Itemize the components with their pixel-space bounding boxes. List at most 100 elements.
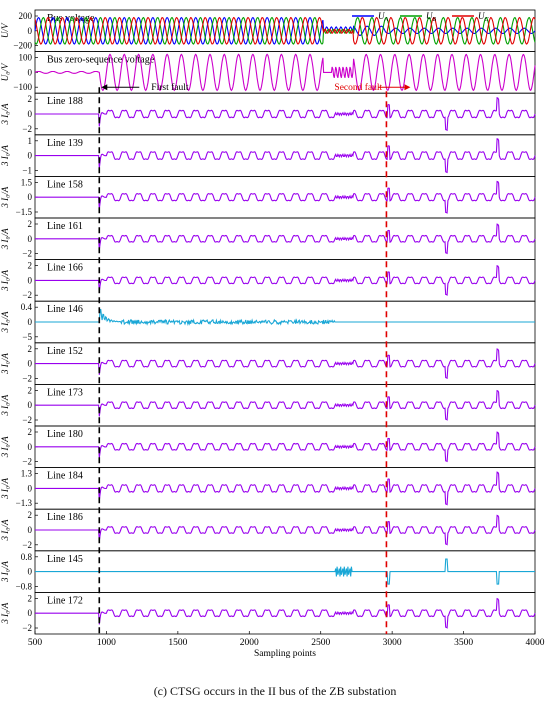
- panel-4-ylabel: 3 I₀/A: [0, 186, 10, 208]
- panel-14-title: Line 172: [47, 595, 83, 606]
- panel-8-title: Line 152: [47, 346, 83, 357]
- panel-8-ylabel: 3 I₀/A: [0, 353, 10, 375]
- panel-3-ytick-label: −1: [22, 165, 32, 175]
- panel-11-ytick-label: 0: [28, 483, 33, 493]
- panel-9-title: Line 173: [47, 387, 83, 398]
- panel-6-ylabel: 3 I₀/A: [0, 269, 10, 291]
- panel-10-ylabel: 3 I₀/A: [0, 436, 10, 458]
- panel-9-series: [35, 389, 536, 421]
- panel-1-ylabel: U₀/V: [0, 62, 10, 81]
- panel-5-title: Line 161: [47, 221, 83, 232]
- panel-9-ytick-label: 2: [28, 385, 33, 395]
- panel-13-ytick-label: −0.8: [16, 581, 33, 591]
- panel-14-ytick-label: 0: [28, 608, 33, 618]
- panel-10-ytick-label: 2: [28, 427, 33, 437]
- second-fault-arrowhead: [404, 84, 411, 91]
- xtick-label: 1000: [97, 638, 116, 648]
- panel-4-series: [35, 180, 536, 214]
- panel-3-ylabel: 3 I₀/A: [0, 145, 10, 167]
- legend-label-u_b: UB: [426, 11, 437, 23]
- panel-2-ylabel: 3 I₀/A: [0, 103, 10, 125]
- panel-0-ylabel: U/V: [0, 22, 10, 38]
- panel-1-title: Bus zero-sequence voltage: [47, 55, 155, 66]
- panel-10-series: [35, 431, 536, 463]
- panel-12-series: [35, 514, 536, 546]
- panel-1-ytick-label: 0: [28, 67, 33, 77]
- panel-6-ytick-label: 2: [28, 261, 33, 271]
- panel-5-ytick-label: 0: [28, 234, 33, 244]
- panel-13-ytick-label: 0: [28, 567, 33, 577]
- xtick-label: 3000: [383, 638, 402, 648]
- panel-3-series: [35, 138, 536, 174]
- panel-1-ytick-label: 100: [19, 53, 33, 63]
- panel-5-ytick-label: −2: [22, 249, 32, 259]
- panel-12-ylabel: 3 I₀/A: [0, 519, 10, 541]
- xtick-label: 2000: [240, 638, 259, 648]
- panel-12-ytick-label: −2: [22, 540, 32, 550]
- panel-2-series: [35, 97, 536, 132]
- panel-5-series: [35, 223, 536, 255]
- x-axis-label: Sampling points: [254, 649, 316, 659]
- figure-caption: (c) CTSG occurs in the II bus of the ZB …: [153, 684, 397, 698]
- panel-7-ytick-label: −5: [22, 332, 32, 342]
- first-fault-arrowhead: [101, 84, 108, 91]
- panel-14-ylabel: 3 I₀/A: [0, 602, 10, 624]
- panel-9-ytick-label: −2: [22, 415, 32, 425]
- panel-0-series-u_a: [34, 16, 536, 45]
- panel-8-ytick-label: −2: [22, 373, 32, 383]
- panel-2-ytick-label: 2: [28, 94, 33, 104]
- panel-0-series-u_c: [34, 16, 536, 45]
- panel-6-ytick-label: −2: [22, 290, 32, 300]
- panel-14-ytick-label: 2: [28, 593, 33, 603]
- panel-0-ytick-label: −200: [13, 41, 32, 51]
- panel-7-series: [35, 308, 535, 327]
- panel-5-ytick-label: 2: [28, 219, 33, 229]
- panel-0-series-u_b: [34, 16, 536, 45]
- panel-11-ytick-label: −1.3: [16, 498, 33, 508]
- xtick-label: 4000: [526, 638, 545, 648]
- panel-0-ytick-label: 0: [28, 26, 33, 36]
- panel-10-title: Line 180: [47, 429, 83, 440]
- panel-7-ytick-label: 0: [28, 317, 33, 327]
- panel-11-ytick-label: 1.3: [21, 469, 33, 479]
- panel-3-title: Line 139: [47, 138, 83, 149]
- panel-4-ytick-label: −1.5: [16, 207, 33, 217]
- xtick-label: 1500: [168, 638, 187, 648]
- panel-7-ylabel: 3 I₀/A: [0, 311, 10, 333]
- panel-3-ytick-label: 1: [28, 136, 33, 146]
- xtick-label: 2500: [311, 638, 330, 648]
- panel-2-title: Line 188: [47, 96, 83, 107]
- panel-11-series: [35, 471, 536, 506]
- panel-6-series: [35, 265, 536, 296]
- xtick-label: 3500: [454, 638, 473, 648]
- panel-5-ylabel: 3 I₀/A: [0, 228, 10, 250]
- panel-8-ytick-label: 0: [28, 359, 33, 369]
- panel-1-ytick-label: −100: [13, 82, 32, 92]
- panel-12-ytick-label: 2: [28, 510, 33, 520]
- panel-3-ytick-label: 0: [28, 151, 33, 161]
- panel-1-series: [34, 53, 536, 92]
- panel-12-title: Line 186: [47, 512, 83, 523]
- panel-13-title: Line 145: [47, 554, 83, 565]
- panel-6-ytick-label: 0: [28, 275, 33, 285]
- panel-7-ytick-label: 0.4: [21, 302, 33, 312]
- first-fault-label: First fault: [151, 82, 189, 93]
- xtick-label: 500: [28, 638, 43, 648]
- panel-7-title: Line 146: [47, 304, 83, 315]
- second-fault-label: Second fault: [334, 82, 382, 93]
- legend-label-u_c: UC: [478, 11, 490, 23]
- panel-6-title: Line 166: [47, 263, 83, 274]
- legend-label-u_a: UA: [378, 11, 389, 23]
- panel-0-ytick-label: 200: [19, 11, 33, 21]
- panel-4-title: Line 158: [47, 179, 83, 190]
- panel-10-ytick-label: 0: [28, 442, 33, 452]
- panel-8-series: [35, 348, 536, 380]
- panel-11-title: Line 184: [47, 471, 83, 482]
- panel-11-ylabel: 3 I₀/A: [0, 477, 10, 499]
- panel-4-ytick-label: 1.5: [21, 177, 33, 187]
- panel-13-ytick-label: 0.8: [21, 552, 33, 562]
- panel-4-ytick-label: 0: [28, 192, 33, 202]
- panel-10-ytick-label: −2: [22, 457, 32, 467]
